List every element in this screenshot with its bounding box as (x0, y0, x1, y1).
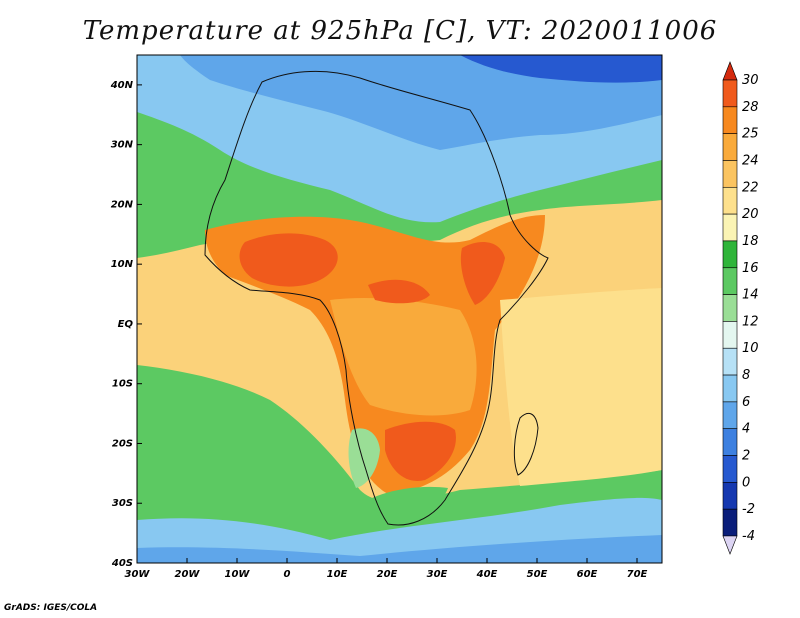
colorbar-label: 18 (742, 234, 759, 249)
colorbar-swatch (722, 160, 738, 188)
colorbar-swatch (722, 186, 738, 215)
lon-label-20E: 20E (377, 569, 398, 580)
lon-label-10W: 10W (225, 569, 251, 580)
indian-ocean-warm (500, 288, 662, 486)
colorbar-label: 20 (742, 207, 759, 222)
colorbar-swatch (722, 106, 738, 134)
colorbar-label: 8 (742, 368, 750, 383)
lon-label-10E: 10E (327, 569, 348, 580)
kalahari-cool (348, 428, 380, 488)
colorbar-swatch (722, 240, 738, 269)
colorbar-label: -4 (742, 529, 755, 544)
colorbar-swatch (722, 213, 738, 242)
latitude-axis: 40N 30N 20N 10N EQ 10S 20S 30S 40S (110, 80, 142, 569)
credit-text: GrADS: IGES/COLA (4, 603, 98, 613)
lon-label-0: 0 (284, 569, 291, 580)
east-africa-hot (460, 242, 505, 305)
colorbar-label: 6 (742, 395, 750, 410)
colorbar-label: 4 (742, 422, 750, 437)
lon-label-60E: 60E (577, 569, 598, 580)
colorbar-swatch (722, 455, 738, 483)
colorbar-swatch (722, 133, 738, 161)
southern-africa-hot (385, 421, 456, 481)
lon-label-40E: 40E (476, 569, 498, 580)
lat-label-10N: 10N (111, 259, 134, 270)
colorbar-swatch (722, 79, 738, 108)
colorbar-label: 16 (742, 261, 759, 276)
lat-label-30N: 30N (111, 140, 134, 151)
lat-label-30S: 30S (112, 498, 133, 509)
colorbar-label: 2 (742, 449, 750, 464)
lat-label-40N: 40N (110, 80, 134, 91)
lon-label-70E: 70E (627, 569, 648, 580)
colorbar-swatch (722, 294, 738, 322)
longitude-axis: 30W 20W 10W 0 10E 20E 30E 40E 50E 60E 70E (125, 558, 648, 580)
colorbar-label: 28 (742, 100, 759, 115)
colorbar-swatch (722, 428, 738, 456)
colorbar-bottom-arrow (722, 535, 738, 555)
colorbar-swatch (722, 401, 738, 430)
south-africa-cool (371, 486, 448, 524)
north-colder (180, 55, 662, 150)
africa-coastline (204, 70, 549, 526)
colorbar-label: 10 (742, 341, 759, 356)
colorbar-swatch (722, 321, 738, 349)
map-title: Temperature at 925hPa [C], VT: 202001100… (82, 16, 718, 46)
lat-label-20S: 20S (112, 438, 133, 449)
colorbar-swatch (722, 508, 738, 537)
colorbar-swatch (722, 347, 738, 376)
colorbar-swatch (722, 374, 738, 403)
colorbar-label: 22 (742, 180, 759, 195)
lon-label-30E: 30E (427, 569, 448, 580)
colorbar-label: 0 (742, 475, 750, 490)
plot-frame (136, 54, 663, 564)
madagascar-outline (513, 412, 539, 476)
colorbar-top-arrow (722, 61, 738, 81)
north-coldest (460, 55, 662, 83)
lat-label-40S: 40S (111, 558, 133, 569)
colorbar-label: 25 (742, 127, 759, 142)
lon-label-20W: 20W (175, 569, 201, 580)
lat-label-10S: 10S (112, 379, 133, 390)
temperature-field (137, 55, 662, 563)
far-south-cold (137, 535, 662, 563)
colorbar-label: 14 (742, 288, 759, 303)
west-africa-hot (239, 233, 338, 287)
colorbar-label: -2 (742, 502, 755, 517)
central-africa-warm (330, 298, 477, 416)
colorbar-label: 12 (742, 314, 759, 329)
lat-label-20N: 20N (111, 199, 134, 210)
lon-label-50E: 50E (527, 569, 548, 580)
colorbar-label: 30 (742, 73, 759, 88)
colorbar-swatch (722, 267, 738, 295)
lat-label-EQ: EQ (118, 319, 134, 330)
colorbar-label: 24 (742, 153, 759, 168)
east-africa-hot (368, 279, 430, 304)
colorbar-swatch (722, 482, 738, 510)
lon-label-30W: 30W (125, 569, 151, 580)
